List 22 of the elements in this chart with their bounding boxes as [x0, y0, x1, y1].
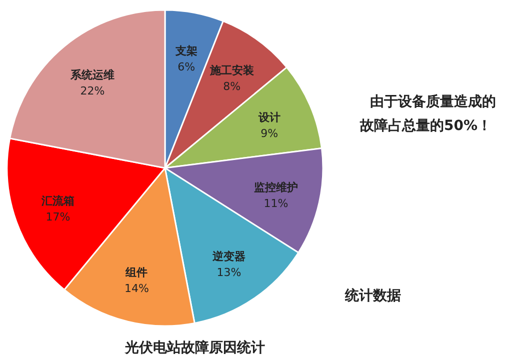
slice-label: 监控维护	[254, 180, 298, 194]
pie-slice	[6, 138, 166, 290]
slice-label: 逆变器	[211, 250, 246, 264]
data-label: 8%	[223, 80, 241, 93]
data-label: 14%	[124, 282, 149, 296]
slice-label: 支架	[174, 44, 198, 58]
data-label: 17%	[46, 210, 70, 224]
data-label: 13%	[216, 266, 242, 280]
slice-label: 汇流箱	[40, 194, 74, 208]
slice-label: 系统运维	[69, 68, 114, 82]
pie-slice	[9, 9, 166, 169]
pie-slice	[164, 167, 300, 324]
text: 由于设备质量造成的故障占总量的50%！	[359, 93, 496, 134]
slice-label: 组件	[124, 266, 148, 280]
slice-label: 设计	[257, 110, 280, 124]
slice-label: 施工安装	[208, 64, 254, 77]
text: 统计数据	[344, 287, 401, 304]
text: 光伏电站故障原因统计	[124, 339, 265, 356]
data-label: 11%	[264, 196, 288, 210]
data-label: 6%	[178, 60, 196, 74]
data-label: 9%	[260, 126, 278, 140]
data-label: 22%	[80, 84, 105, 98]
